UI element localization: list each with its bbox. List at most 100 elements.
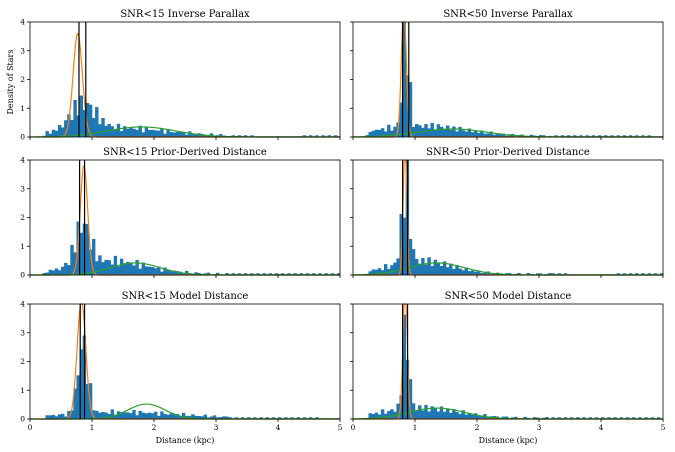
histogram-bar [473, 413, 478, 419]
histogram-bar [61, 127, 65, 137]
histogram-bar [48, 133, 52, 137]
histogram-bar [129, 262, 133, 275]
histogram-bar [480, 415, 484, 419]
histogram-bar [551, 273, 555, 275]
histogram-bar [119, 258, 124, 275]
histogram-bar [570, 417, 574, 419]
histogram-bar [197, 415, 201, 419]
x-axis-label-right: Distance (kpc) [479, 436, 538, 445]
histogram-bar [54, 130, 59, 137]
histogram-bar [387, 411, 391, 419]
histogram-bar [597, 135, 602, 137]
histogram-bar [446, 267, 450, 275]
histogram-bar [76, 115, 80, 137]
histogram-bar [250, 135, 254, 137]
histogram-bar [477, 132, 481, 137]
histogram-bar [188, 131, 192, 137]
histogram-bar [278, 417, 282, 419]
histogram-bar [243, 135, 248, 137]
histogram-bar [154, 268, 158, 275]
histogram-bar [119, 412, 124, 419]
histogram-bar [113, 255, 118, 275]
histogram-bar [399, 102, 403, 137]
panel-title: SNR<50 Inverse Parallax [443, 9, 573, 20]
histogram-bar [433, 408, 437, 419]
histogram-bar [455, 265, 459, 275]
histogram-bar [123, 126, 127, 137]
histogram-bar [535, 273, 540, 275]
histogram-bar [296, 417, 300, 419]
histogram-bar [119, 131, 124, 137]
histogram-bar [393, 262, 397, 275]
histogram-bar [551, 417, 555, 419]
y-tick-label: 2 [20, 213, 25, 222]
histogram-bar [157, 266, 161, 275]
histogram-bar [594, 417, 599, 419]
histogram-bar [110, 264, 114, 275]
histogram-bar [79, 232, 83, 275]
histogram-bar [129, 413, 133, 419]
histogram-bar [54, 416, 59, 419]
histogram-bar [287, 273, 291, 275]
histogram-bar [110, 409, 114, 419]
histogram-bar [548, 273, 552, 275]
histogram-bar [191, 414, 195, 419]
x-tick-label: 3 [214, 423, 219, 432]
histogram-bar [336, 273, 341, 275]
histogram-bar [535, 417, 540, 419]
histogram-bar [185, 270, 189, 275]
histogram-bar [98, 124, 102, 137]
histogram-bar [498, 133, 503, 137]
histogram-bar [178, 132, 183, 137]
histogram-bar [415, 410, 419, 419]
histogram-bar [95, 410, 99, 419]
histogram-bar [526, 273, 530, 275]
histogram-bar [324, 273, 328, 275]
histogram-bar [61, 413, 65, 419]
histogram-bar [200, 416, 204, 419]
histogram-bar [132, 128, 136, 137]
histogram-bar [101, 117, 105, 137]
panel-title: SNR<15 Inverse Parallax [120, 9, 250, 20]
histogram-bar [45, 131, 49, 137]
histogram-bar [225, 273, 229, 275]
panel-6: 0 1 2 3 4 5 SNR<50 Model Distance [350, 291, 666, 432]
histogram-bar [150, 267, 155, 275]
histogram-bar [415, 259, 419, 275]
histogram-bar [101, 412, 105, 419]
histogram-bar [79, 95, 83, 137]
histogram-bar [380, 409, 385, 419]
histogram-bar [268, 273, 273, 275]
histogram-bar [57, 270, 62, 275]
histogram-bar [480, 273, 484, 275]
histogram-bar [222, 416, 226, 419]
histogram-bar [191, 134, 195, 137]
histogram-bar [144, 266, 149, 275]
histogram-bar [113, 129, 118, 137]
histogram-bar [458, 268, 462, 275]
histogram-bar [85, 103, 90, 137]
histogram-bar [141, 262, 145, 275]
histogram-bar [371, 130, 375, 137]
histogram-bar [299, 273, 304, 275]
histogram-bar [98, 412, 102, 419]
histogram-bar [116, 411, 121, 419]
histogram-bar [473, 271, 478, 275]
histogram-bar [377, 129, 382, 137]
histogram-bar [377, 268, 382, 275]
histogram-bar [461, 130, 465, 137]
histogram-bar [234, 417, 238, 419]
histogram-bar [458, 126, 462, 137]
histogram-bar [467, 413, 472, 419]
histogram-bar [206, 417, 211, 419]
histogram-bar [253, 417, 257, 419]
histogram-bar [390, 409, 394, 419]
x-tick-label: 2 [152, 423, 157, 432]
histogram-bar [464, 131, 468, 137]
histogram-bar [67, 411, 71, 419]
histogram-bar [374, 412, 379, 419]
histogram-bar [436, 124, 441, 137]
histogram-bar [573, 135, 577, 137]
histogram-bar [144, 127, 149, 137]
histogram-bar [185, 134, 189, 137]
